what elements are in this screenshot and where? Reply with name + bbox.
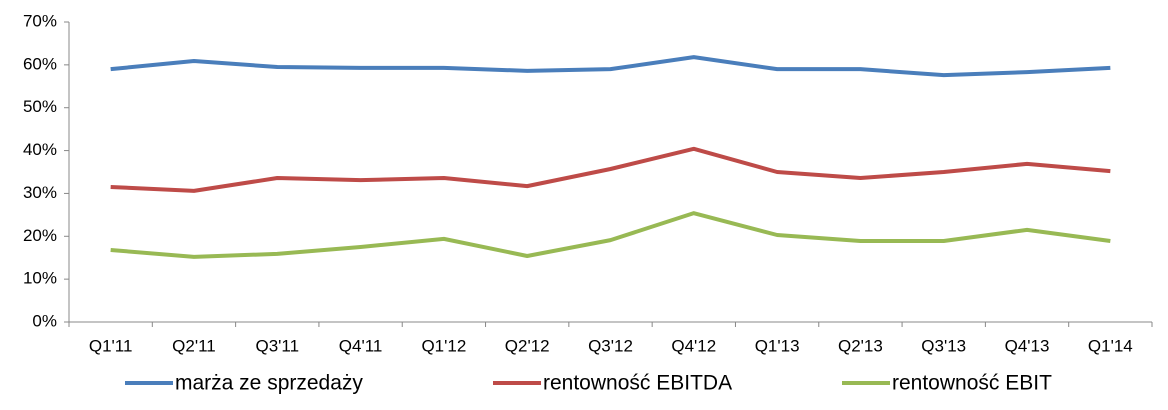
x-tick-label: Q1'13 (755, 336, 800, 355)
x-tick-label: Q4'13 (1005, 336, 1050, 355)
x-tick-label: Q3'11 (255, 336, 299, 355)
legend-label: rentowność EBIT (892, 372, 1052, 395)
x-tick-label: Q2'11 (172, 336, 216, 355)
y-tick-label: 0% (32, 311, 57, 330)
series-line (110, 211, 1111, 259)
x-tick-label: Q4'11 (339, 336, 383, 355)
y-tick-label: 30% (23, 183, 57, 202)
x-tick-label: Q3'13 (921, 336, 966, 355)
y-tick-label: 60% (23, 54, 57, 73)
y-tick-label: 10% (23, 269, 57, 288)
x-tick-label: Q2'12 (505, 336, 550, 355)
x-tick-label: Q3'12 (588, 336, 633, 355)
series-line (110, 55, 1111, 78)
y-tick-label: 40% (23, 140, 57, 159)
x-tick-label: Q1'11 (89, 336, 133, 355)
y-tick-label: 20% (23, 226, 57, 245)
legend-label: rentowność EBITDA (543, 372, 732, 395)
x-tick-label: Q1'12 (421, 336, 466, 355)
x-tick-label: Q4'12 (671, 336, 716, 355)
series-line (110, 146, 1111, 193)
legend-label: marża ze sprzedaży (175, 372, 363, 395)
y-tick-label: 50% (23, 97, 57, 116)
x-tick-label: Q2'13 (838, 336, 883, 355)
legend: marża ze sprzedaży rentowność EBITDA rento… (125, 372, 1052, 395)
x-tick-label: Q1'14 (1088, 336, 1133, 355)
y-tick-label: 70% (23, 11, 57, 30)
